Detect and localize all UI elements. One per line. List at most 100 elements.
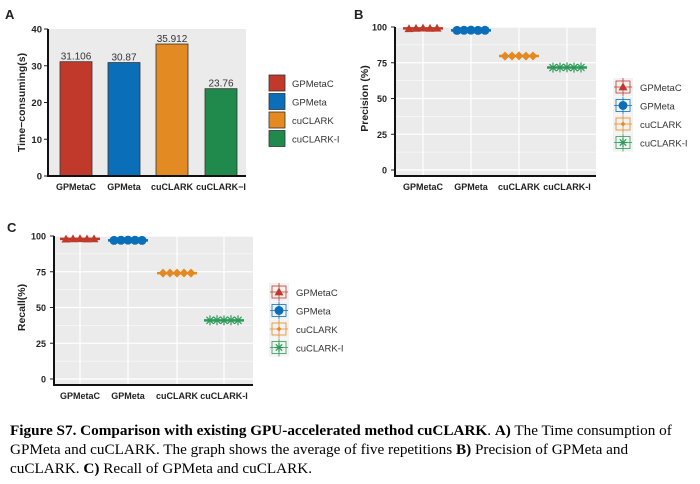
series-gpmeta: [108, 235, 148, 245]
data-point: [116, 235, 126, 245]
data-point: [549, 63, 557, 72]
legend-swatch: [268, 111, 286, 129]
data-point: [432, 23, 442, 32]
y-tick-label: 10: [31, 135, 42, 146]
legend-marker-diamond-icon: [276, 326, 282, 332]
data-point: [206, 316, 214, 325]
panel-label-c: C: [7, 220, 17, 235]
data-point: [186, 268, 196, 278]
y-tick-label: 20: [31, 98, 42, 109]
data-point: [220, 316, 228, 325]
legend-label: GPMeta: [292, 98, 328, 109]
data-point: [500, 51, 510, 61]
data-point: [234, 316, 242, 325]
bar-gpmeta: [107, 62, 141, 177]
data-point: [411, 23, 421, 32]
x-tick-label: cuCLARK: [156, 391, 198, 401]
series-cuclark: [157, 268, 197, 278]
legend-label: GPMetaC: [292, 79, 334, 90]
x-tick-label: GPMeta: [111, 391, 146, 401]
figure-panels: A B C 31.106 GPMetaC 30.87 GPMeta 35.912 cuCLARK…: [5, 7, 688, 401]
data-point: [61, 234, 71, 243]
series-cuclark-i: [204, 315, 244, 326]
x-tick-label: GPMetaC: [56, 182, 97, 192]
x-tick-label: cuCLARK−I: [196, 182, 246, 192]
data-point: [459, 25, 469, 35]
bar-gpmetac: [59, 61, 93, 177]
legend-label: GPMeta: [640, 102, 676, 113]
x-tick-label: cuCLARK-I: [200, 391, 248, 401]
legend-marker-circle-icon: [618, 101, 628, 110]
data-label: 31.106: [61, 52, 92, 63]
bar-cuclark-i: [204, 88, 238, 177]
legend-label: cuCLARK: [292, 116, 334, 127]
figure-caption: Figure S7. Comparison with existing GPU-…: [10, 421, 690, 478]
x-tick-label: GPMeta: [107, 182, 142, 192]
data-point: [82, 234, 92, 243]
data-point: [404, 24, 414, 33]
data-point: [473, 25, 483, 35]
caption-a-label: A): [494, 422, 511, 439]
caption-figure-label: Figure S7. Comparison with existing GPU-…: [10, 422, 488, 439]
y-tick-label: 100: [31, 232, 46, 242]
legend-marker-asterisk-icon: [619, 138, 627, 147]
x-tick-label: GPMeta: [454, 182, 489, 192]
panel-label-a: A: [5, 7, 15, 22]
data-point: [68, 234, 78, 243]
data-point: [507, 51, 517, 61]
y-axis-title: Time−consuming(s): [16, 53, 28, 152]
y-tick-label: 0: [382, 166, 387, 176]
caption-c-label: C): [83, 460, 100, 477]
y-tick-label: 50: [377, 94, 387, 104]
data-point: [570, 63, 578, 72]
legend-marker-triangle-icon: [618, 82, 628, 91]
data-point: [123, 235, 133, 245]
x-tick-label: GPMetaC: [60, 391, 101, 401]
caption-text: .: [487, 422, 495, 439]
legend-marker-asterisk-icon: [275, 343, 283, 352]
legend-label: GPMetaC: [640, 83, 682, 94]
data-point: [179, 268, 189, 278]
series-cuclark-i: [547, 62, 587, 73]
data-point: [480, 25, 490, 35]
data-label: 35.912: [157, 34, 188, 45]
caption-b-label: B): [455, 441, 472, 458]
legend-marker-diamond-icon: [620, 121, 626, 127]
data-point: [425, 23, 435, 32]
data-point: [109, 235, 119, 245]
data-point: [213, 316, 221, 325]
y-tick-label: 25: [36, 339, 46, 349]
legend-label: GPMeta: [296, 307, 332, 318]
y-tick-label: 25: [377, 130, 387, 140]
data-point: [75, 234, 85, 243]
caption-c-text: Recall of GPMeta and cuCLARK.: [99, 460, 313, 477]
y-tick-label: 75: [36, 267, 46, 277]
legend-label: cuCLARK-I: [292, 135, 340, 146]
data-point: [452, 25, 462, 35]
data-point: [137, 235, 147, 245]
legend-label: cuCLARK: [640, 120, 682, 131]
caption-b-text: Precision of GPMeta and cuCLARK.: [10, 441, 629, 477]
y-tick-label: 100: [372, 23, 387, 33]
legend-label: cuCLARK-I: [640, 139, 688, 150]
legend-swatch: [268, 130, 286, 147]
y-axis-title: Recall(%): [16, 284, 28, 331]
y-tick-label: 50: [36, 303, 46, 313]
y-tick-label: 0: [37, 172, 42, 183]
y-tick-label: 75: [377, 58, 387, 68]
plot-background-2: [54, 236, 253, 385]
series-gpmetac: [60, 234, 100, 243]
data-point: [172, 268, 182, 278]
y-axis-title: Precision (%): [359, 65, 371, 132]
x-tick-label: cuCLARK: [151, 182, 193, 192]
data-point: [577, 63, 585, 72]
panel-label-b: B: [354, 7, 363, 22]
caption-a-text: The Time consumption of GPMeta and cuCLA…: [10, 422, 672, 458]
series-gpmetac: [403, 23, 443, 33]
series-gpmeta: [451, 25, 491, 35]
data-point: [130, 235, 140, 245]
x-tick-label: cuCLARK: [498, 182, 540, 192]
legend-label: GPMetaC: [296, 288, 338, 299]
data-point: [528, 51, 538, 61]
